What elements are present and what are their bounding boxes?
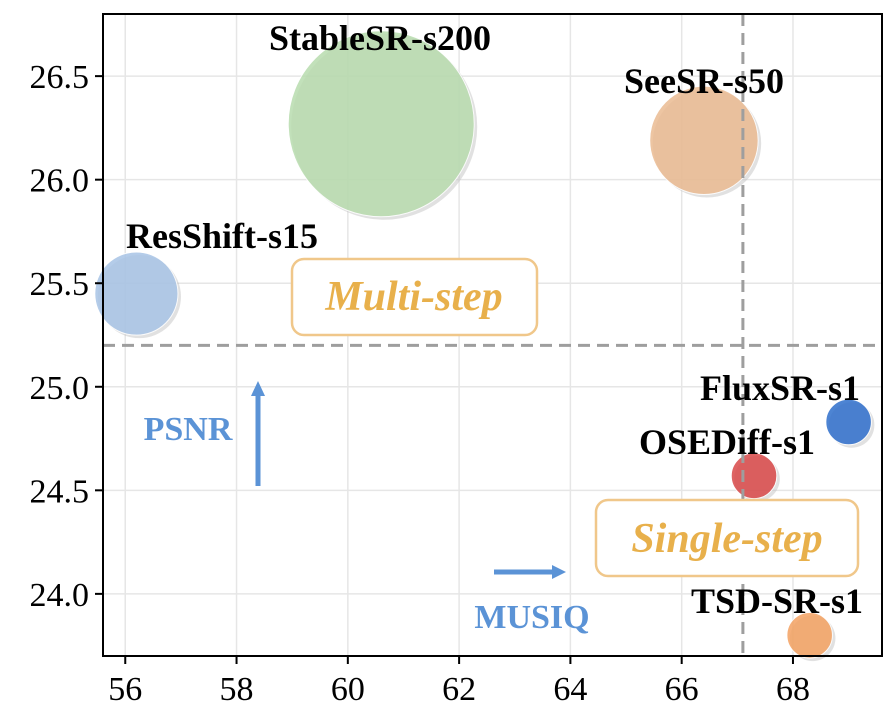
bubble-point [94,251,179,336]
bubble-point [730,452,778,500]
x-tick-label: 64 [553,671,587,708]
musiq-hint-label: MUSIQ [474,599,589,636]
x-tick-label: 60 [331,671,365,708]
y-tick-label: 24.0 [30,577,90,614]
multi-step-label: Multi-step [324,274,502,320]
x-tick-label: 68 [776,671,810,708]
point-label: ResShift-s15 [126,216,318,256]
y-tick-label: 24.5 [30,473,90,510]
multi-step-box [290,257,539,337]
plot-frame [102,13,883,657]
single-step-box [594,498,860,578]
x-tick-label: 58 [220,671,254,708]
point-labels: StableSR-s200 SeeSR-s50 ResShift-s15 FluxSR… [126,18,863,621]
bubble-point [825,398,872,446]
bubble-point [649,85,759,196]
point-label: TSD-SR-s1 [691,581,863,621]
bubbles [94,30,875,662]
musiq-arrow-head [552,565,566,579]
psnr-hint-label: PSNR [144,411,233,448]
point-label: StableSR-s200 [269,18,491,58]
axis-ticks: 56 58 60 62 64 66 68 24.0 24.5 25.0 25.5 26.0 26.5 [30,59,810,708]
y-tick-label: 26.5 [30,59,90,96]
bubble-point [287,30,475,218]
psnr-arrow-head [251,381,265,396]
point-label: FluxSR-s1 [700,368,860,408]
x-tick-label: 62 [442,671,476,708]
y-tick-label: 26.0 [30,163,90,200]
single-step-label: Single-step [631,516,822,562]
bubble-point [786,612,833,659]
y-tick-label: 25.0 [30,370,90,407]
point-label: OSEDiff-s1 [639,422,815,462]
point-label: SeeSR-s50 [624,61,784,101]
x-tick-label: 66 [665,671,699,708]
x-tick-label: 56 [108,671,142,708]
y-tick-label: 25.5 [30,266,90,303]
